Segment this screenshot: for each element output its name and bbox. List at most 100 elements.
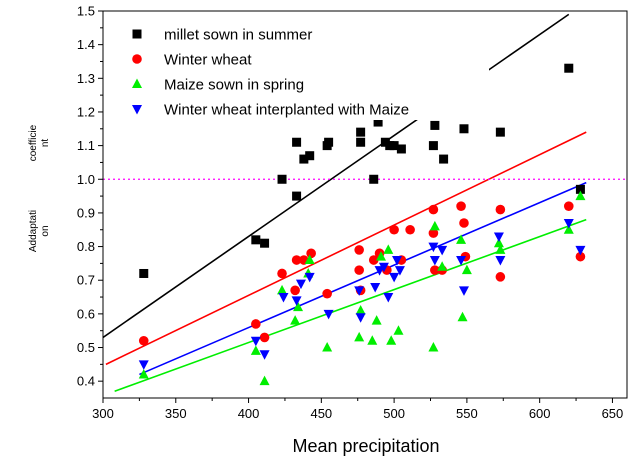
data-point-series-2 — [428, 204, 439, 215]
x-tick-label: 500 — [383, 406, 405, 421]
data-point-series-1 — [299, 154, 309, 164]
data-point-series-4 — [138, 360, 149, 370]
trendline-series-3 — [114, 218, 587, 393]
data-point-series-2 — [495, 272, 506, 282]
data-point-series-1 — [139, 268, 149, 278]
y-tick-label: 0.7 — [77, 273, 95, 288]
data-point-series-2 — [575, 251, 586, 262]
data-point-series-4 — [458, 286, 469, 296]
data-point-series-1 — [575, 184, 585, 194]
data-point-series-1 — [373, 117, 383, 127]
data-point-series-3 — [383, 244, 394, 254]
x-tick-label: 350 — [165, 406, 187, 421]
data-point-series-1 — [564, 63, 574, 73]
trendline-series-1 — [103, 13, 570, 339]
data-point-series-2 — [322, 288, 332, 299]
data-point-series-4 — [495, 256, 506, 266]
data-point-series-3 — [429, 220, 440, 231]
y-axis-label-line-4: on — [40, 225, 51, 236]
data-point-series-3 — [367, 335, 378, 345]
y-tick-label: 0.8 — [77, 239, 95, 254]
data-point-series-3 — [290, 315, 301, 325]
legend-marker-series-2 — [132, 54, 142, 64]
data-point-series-3 — [354, 331, 365, 342]
y-tick-label: 0.9 — [77, 205, 95, 220]
data-point-series-1 — [260, 238, 270, 248]
y-tick-label: 1.0 — [77, 172, 95, 187]
data-point-series-1 — [369, 174, 379, 184]
data-point-series-4 — [428, 242, 439, 253]
data-point-series-4 — [389, 272, 400, 283]
trendline-series-2 — [105, 131, 587, 366]
legend: millet sown in summer Winter wheat Maize s… — [117, 14, 489, 120]
data-point-series-2 — [306, 248, 316, 259]
data-point-series-3 — [495, 244, 506, 254]
data-point-series-1 — [251, 235, 261, 245]
data-point-series-4 — [259, 350, 270, 360]
data-point-series-2 — [368, 255, 379, 265]
data-point-series-3 — [304, 254, 315, 265]
legend-label: Maize sown in spring — [164, 77, 304, 94]
legend-marker-series-1 — [132, 29, 142, 39]
data-point-series-4 — [370, 282, 381, 293]
data-point-series-2 — [251, 319, 261, 329]
legend-item: Maize sown in spring — [132, 77, 304, 94]
x-axis-label: Mean precipitation — [292, 436, 439, 456]
data-point-series-4 — [278, 293, 289, 303]
x-tick-label: 650 — [602, 406, 624, 421]
data-point-series-4 — [493, 232, 504, 242]
trendline-series-4 — [139, 181, 587, 376]
data-point-series-3 — [493, 237, 504, 248]
x-tick-label: 450 — [310, 406, 332, 421]
legend-background — [117, 14, 489, 120]
x-tick-label: 600 — [529, 406, 551, 421]
data-point-series-3 — [293, 301, 304, 312]
data-point-series-3 — [322, 342, 333, 352]
legend-marker-series-4 — [132, 105, 142, 115]
x-tick-label: 400 — [238, 406, 260, 421]
data-point-series-2 — [389, 224, 399, 235]
y-tick-label: 0.5 — [77, 340, 95, 355]
data-point-series-1 — [305, 151, 315, 161]
data-point-series-1 — [356, 137, 366, 147]
legend-item: millet sown in summer — [132, 27, 312, 44]
y-axis-label-line-1: coefficie — [28, 124, 39, 161]
data-point-series-4 — [383, 293, 394, 303]
data-point-series-2 — [405, 224, 415, 235]
data-point-series-4 — [437, 245, 448, 256]
data-point-series-2 — [138, 335, 149, 346]
data-point-series-1 — [459, 124, 469, 134]
data-point-series-4 — [295, 279, 306, 290]
data-point-series-1 — [430, 120, 440, 130]
data-point-series-2 — [277, 268, 287, 279]
data-point-series-3 — [250, 345, 261, 355]
y-axis: 0.4 0.5 0.6 0.7 0.8 0.9 1.0 1.1 1.2 1.3 1.4 1.5 — [77, 4, 103, 389]
y-tick-label: 1.4 — [77, 37, 95, 52]
data-point-series-2 — [259, 332, 270, 343]
data-point-series-4 — [304, 272, 315, 283]
data-point-series-4 — [354, 286, 365, 296]
data-point-series-3 — [437, 261, 448, 271]
data-point-series-4 — [291, 296, 302, 306]
data-point-series-3 — [461, 264, 472, 275]
y-axis-label-line-2: nt — [40, 139, 51, 148]
trendlines-layer — [103, 13, 587, 393]
data-point-series-3 — [563, 224, 574, 234]
y-tick-label: 0.6 — [77, 306, 95, 321]
legend-label: Winter wheat — [164, 52, 252, 69]
data-point-series-1 — [439, 154, 449, 164]
data-point-series-4 — [429, 256, 440, 266]
data-point-series-3 — [277, 284, 288, 295]
data-point-series-1 — [292, 137, 302, 147]
data-points-layer — [138, 63, 586, 386]
data-point-series-2 — [428, 228, 439, 238]
data-point-series-2 — [291, 255, 302, 265]
data-point-series-4 — [456, 256, 467, 266]
data-point-series-3 — [393, 325, 404, 335]
y-tick-label: 1.5 — [77, 4, 95, 19]
data-point-series-1 — [389, 141, 399, 151]
data-point-series-1 — [292, 191, 302, 201]
data-point-series-3 — [428, 342, 439, 352]
data-point-series-3 — [259, 375, 270, 386]
